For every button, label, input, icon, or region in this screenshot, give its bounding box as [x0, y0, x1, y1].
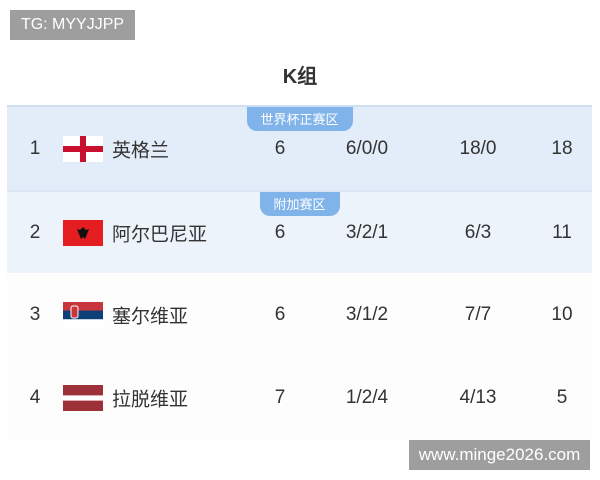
team-name: 拉脱维亚: [112, 389, 189, 410]
goals: 4/13: [459, 386, 497, 408]
goals: 6/3: [464, 221, 492, 243]
rank: 1: [29, 137, 41, 159]
zone-badge: 世界杯正赛区: [246, 107, 353, 131]
latvia-flag-icon: [63, 384, 103, 411]
rank: 2: [29, 221, 41, 243]
goals: 7/7: [464, 303, 492, 325]
win-draw-loss: 3/1/2: [345, 303, 389, 325]
table-row[interactable]: 附加赛区 2 阿尔巴尼亚 6 3/2/1 6/3 11: [7, 190, 592, 273]
table-row[interactable]: 世界杯正赛区 1 英格兰 6 6/0/0 18/0 18: [7, 105, 592, 190]
england-flag-icon: [63, 135, 103, 162]
table-row[interactable]: 4 拉脱维亚 7 1/2/4 4/13 5: [7, 356, 592, 439]
points: 11: [552, 221, 572, 243]
points: 5: [556, 386, 568, 408]
standings-table: 世界杯正赛区 1 英格兰 6 6/0/0 18/0 18 附加赛区 2 阿尔巴尼…: [7, 105, 592, 439]
goals: 18/0: [459, 137, 497, 159]
team-name: 阿尔巴尼亚: [112, 224, 208, 245]
points: 18: [551, 137, 573, 159]
serbia-flag-icon: [63, 301, 103, 328]
win-draw-loss: 6/0/0: [345, 137, 389, 159]
watermark-top: TG: MYYJJPP: [10, 10, 135, 40]
win-draw-loss: 1/2/4: [345, 386, 389, 408]
team-name: 英格兰: [112, 140, 170, 161]
albania-flag-icon: [63, 219, 103, 246]
played: 6: [274, 221, 286, 243]
played: 6: [274, 303, 286, 325]
played: 6: [274, 137, 286, 159]
win-draw-loss: 3/2/1: [345, 221, 389, 243]
points: 10: [551, 303, 573, 325]
watermark-bottom: www.minge2026.com: [409, 440, 590, 470]
rank: 3: [29, 303, 41, 325]
rank: 4: [29, 386, 41, 408]
team-name: 塞尔维亚: [112, 306, 189, 327]
played: 7: [274, 386, 286, 408]
group-title: K组: [282, 66, 318, 88]
zone-badge: 附加赛区: [259, 192, 340, 216]
table-row[interactable]: 3 塞尔维亚 6 3/1/2 7/7 10: [7, 273, 592, 356]
